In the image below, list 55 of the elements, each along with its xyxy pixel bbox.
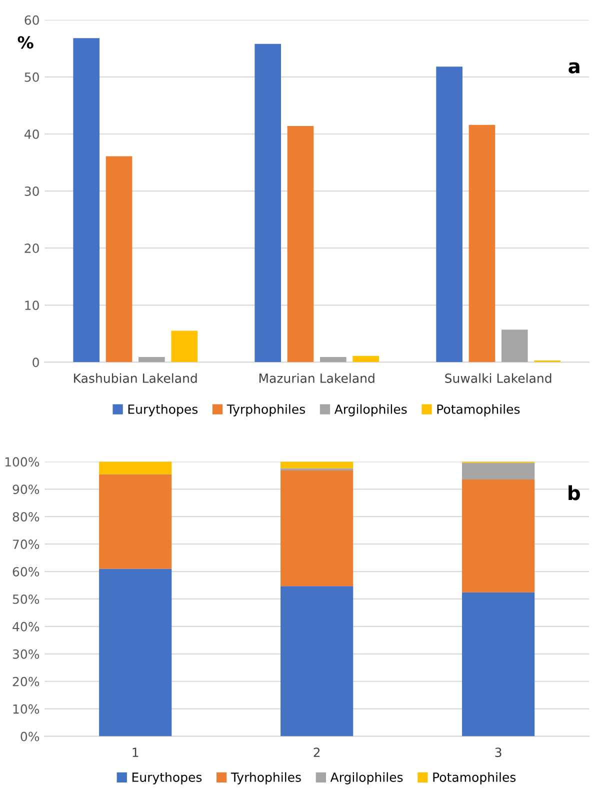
y-tick-label: 0% [20, 732, 40, 742]
y-tick-label: 40 [24, 129, 39, 139]
bar [280, 470, 354, 586]
y-tick-label: 10% [13, 704, 40, 714]
bar [99, 568, 172, 736]
legend-label: Argilophiles [330, 772, 403, 784]
y-tick-label: 30 [24, 186, 39, 196]
y-tick-label: 0 [32, 358, 39, 368]
x-tick-label: 1 [132, 748, 138, 757]
y-tick-label: 10 [25, 300, 39, 310]
legend-label: Eurythopes [132, 772, 202, 784]
bar [501, 330, 528, 362]
y-tick-label: 90% [12, 484, 40, 494]
bar [462, 480, 535, 592]
bar [280, 586, 354, 736]
x-tick-label: 3 [495, 748, 502, 758]
y-tick-label: 50 [24, 72, 39, 82]
y-tick-label: 60% [12, 567, 40, 576]
legend-label: Eurythopes [128, 404, 198, 416]
annotation: a [568, 62, 580, 74]
y-tick-label: 80% [12, 512, 40, 522]
bar [352, 356, 379, 362]
y-tick-label: 20% [12, 676, 40, 686]
bar [468, 124, 496, 362]
bar [462, 462, 535, 480]
bar [320, 357, 346, 362]
y-tick-label: 40% [12, 622, 40, 632]
legend-label: Potamophiles [437, 404, 520, 416]
legend-label: Argilophiles [334, 404, 407, 416]
bar [73, 38, 100, 362]
legend-label: Tyrphophiles [226, 404, 306, 416]
legend-label: Potamophiles [433, 772, 516, 784]
y-tick-label: 50% [12, 594, 40, 604]
y-tick-label: 70% [13, 540, 40, 549]
bar [462, 592, 535, 736]
y-tick-label: 100% [5, 457, 40, 467]
bar [99, 474, 172, 569]
y-axis-title: % [18, 36, 34, 49]
y-tick-label: 30% [12, 649, 40, 659]
bar [287, 126, 314, 362]
y-tick-label: 20 [24, 244, 39, 254]
bar [171, 330, 198, 362]
bar [138, 357, 165, 362]
bar [99, 462, 172, 474]
y-tick-label: 60 [24, 15, 39, 25]
x-tick-label: Suwalki Lakeland [445, 373, 552, 383]
annotation: b [568, 485, 580, 500]
x-tick-label: Kashubian Lakeland [74, 373, 197, 383]
legend-label: Tyrhophiles [230, 772, 301, 784]
bar [254, 44, 281, 362]
bar [436, 66, 462, 362]
bar [280, 462, 354, 468]
bar [106, 156, 132, 362]
x-tick-label: Mazurian Lakeland [259, 373, 374, 383]
x-tick-label: 2 [314, 748, 320, 757]
